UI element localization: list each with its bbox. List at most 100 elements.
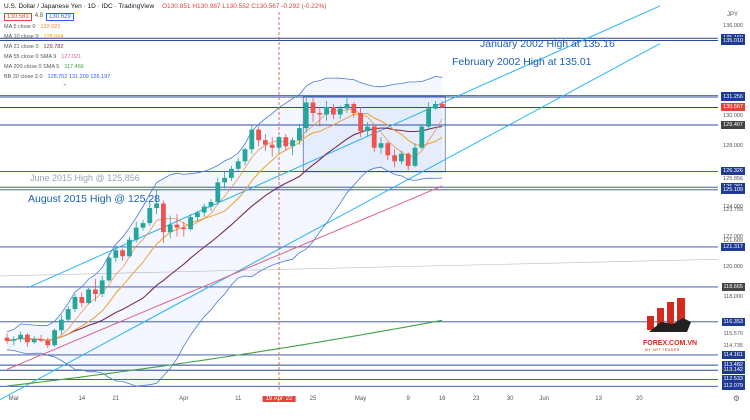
time-label-2: 21 [112, 396, 120, 402]
forex-logo: FOREX.COM.VN MY ART TRADER [643, 298, 705, 354]
candle-63 [433, 103, 438, 109]
candle-49 [337, 108, 343, 115]
indicator-ma21[interactable]: MA 21 close 0 129.782 [4, 44, 64, 50]
price-label-28: 112.079 [721, 382, 745, 391]
indicator-ma200[interactable]: MA 200 close 0 SMA 5 117.466 [4, 64, 84, 70]
price-label-15: 122.000 [723, 233, 743, 240]
time-label-9: 16 [438, 396, 446, 402]
price-label-17: 121.317 [721, 242, 745, 251]
collapse-indicators-icon[interactable]: ⌃ [62, 84, 68, 91]
price-label-18: 120.000 [723, 263, 743, 270]
trade-price-row: 130.581 4.8 130.629 [4, 13, 74, 21]
price-label-8: 128.000 [723, 143, 743, 150]
price-label-27: 112.533 [721, 375, 745, 384]
candle-15 [106, 257, 112, 281]
ma55-line [6, 185, 443, 370]
candle-25 [174, 224, 180, 228]
candle-33 [229, 168, 234, 178]
candle-42 [290, 140, 295, 147]
time-label-14: 20 [636, 396, 643, 402]
time-label-3: Apr [179, 396, 189, 402]
ma5-line [6, 109, 443, 342]
indicator-ma55[interactable]: MA 55 close 0 SMA 9 127.021 [4, 54, 82, 60]
candle-27 [188, 217, 193, 230]
candle-52 [358, 113, 363, 132]
candle-12 [86, 289, 91, 304]
candle-53 [365, 126, 370, 132]
candle-48 [331, 107, 336, 115]
price-label-10: 125.856 [723, 175, 743, 182]
candle-56 [385, 143, 391, 156]
candle-16 [113, 250, 119, 258]
candle-44 [303, 102, 309, 129]
candle-18 [127, 239, 132, 257]
candle-61 [419, 126, 425, 148]
time-label-4: 11 [235, 396, 242, 402]
candle-29 [201, 206, 207, 213]
price-label-19: 118.665 [721, 282, 745, 291]
candle-20 [140, 223, 146, 228]
candle-41 [283, 137, 289, 147]
chart-header: U.S. Dollar / Japanese Yen · 1D · IDC · … [4, 3, 326, 10]
time-label-10: 23 [472, 396, 480, 402]
candle-1 [11, 339, 17, 341]
time-label-8: 9 [406, 396, 410, 402]
price-label-21: 116.353 [721, 317, 745, 326]
time-label-1: 14 [78, 396, 86, 402]
candle-35 [242, 149, 248, 162]
candle-2 [18, 334, 23, 340]
time-label-7: May [354, 396, 367, 402]
indicator-ma5[interactable]: MA 5 close 0 132.021 [4, 24, 61, 30]
candle-14 [99, 280, 105, 294]
candle-60 [412, 147, 418, 166]
candle-57 [392, 155, 397, 162]
candle-64 [439, 103, 445, 108]
indicator-ma10[interactable]: MA 10 close 0 128.684 [4, 34, 64, 40]
currency-label: JPY [726, 12, 738, 18]
candle-13 [93, 289, 98, 294]
candle-50 [344, 103, 350, 109]
price-label-2: 135.010 [721, 36, 745, 45]
candle-31 [215, 182, 221, 202]
candle-46 [317, 113, 323, 115]
candle-17 [120, 250, 125, 257]
candle-62 [426, 108, 431, 127]
candle-54 [371, 126, 377, 148]
price-label-20: 118.000 [723, 294, 743, 300]
trend-line-grey [0, 259, 719, 277]
annotation-jun-2015: June 2015 High @ 125.856 [30, 173, 140, 183]
price-label-25: 113.482 [721, 361, 745, 370]
candle-3 [25, 334, 30, 343]
candle-21 [147, 208, 153, 224]
candle-45 [310, 102, 316, 114]
candle-11 [79, 297, 85, 304]
candle-28 [195, 212, 200, 218]
indicator-bollinger[interactable]: BB 20 close 2.0 128.702 131.209 126.197 [4, 74, 111, 80]
candle-37 [256, 129, 261, 141]
candle-0 [4, 337, 10, 341]
sell-button[interactable]: 130.581 [4, 13, 32, 21]
time-label-11: 30 [506, 396, 514, 402]
price-label-13: 124.000 [723, 203, 743, 210]
channel-lower [0, 43, 661, 400]
settings-gear-icon[interactable]: ⚙ [732, 394, 740, 403]
buy-button[interactable]: 130.629 [46, 13, 74, 21]
candle-58 [399, 153, 404, 162]
spread-value: 4.8 [34, 13, 44, 19]
candle-30 [208, 202, 214, 207]
ma10-line [6, 112, 443, 342]
time-label-5: 19 Apr '22 [262, 396, 296, 402]
bollinger-lower [6, 166, 443, 387]
candle-43 [297, 128, 302, 141]
logo-tagline: MY ART TRADER [645, 348, 680, 352]
candle-19 [133, 227, 139, 240]
price-label-26: 113.142 [721, 366, 745, 375]
candle-6 [45, 340, 51, 346]
channel-upper [27, 5, 661, 289]
candle-34 [235, 161, 241, 169]
price-label-14: 123.755 [723, 207, 743, 214]
candle-59 [405, 153, 411, 166]
time-label-6: 25 [309, 396, 317, 402]
candle-10 [72, 297, 78, 310]
